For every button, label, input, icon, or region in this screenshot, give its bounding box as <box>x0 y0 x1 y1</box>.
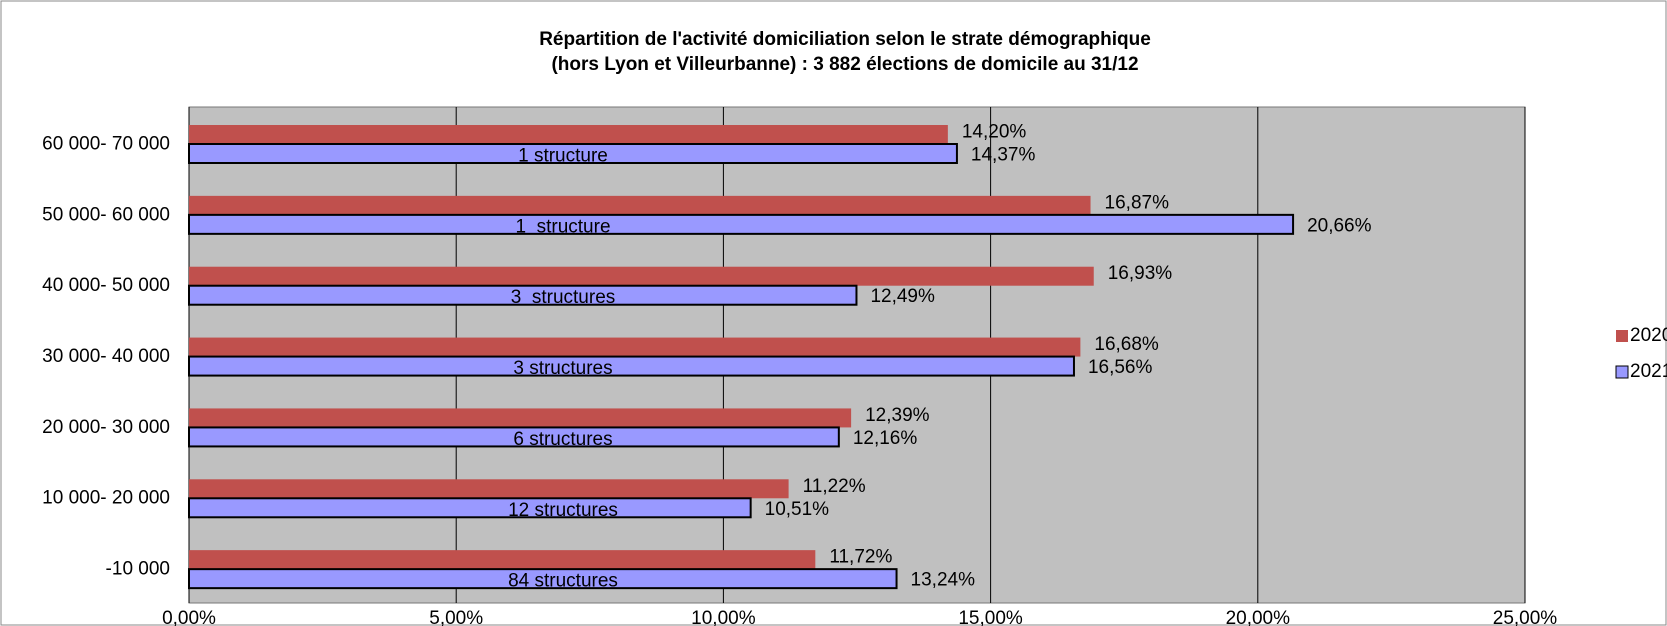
value-label: 12,16% <box>853 428 918 449</box>
legend-swatch <box>1615 365 1629 379</box>
annotation: 3 structures <box>513 358 612 379</box>
bar <box>189 266 1094 286</box>
bar <box>188 213 1295 235</box>
x-tick-label: 15,00% <box>958 608 1023 626</box>
y-tick-label: 50 000- 60 000 <box>42 204 170 225</box>
value-label: 16,56% <box>1088 357 1153 378</box>
value-label: 20,66% <box>1307 215 1372 236</box>
y-tick-label: -10 000 <box>106 559 170 580</box>
annotation: 3 structures <box>511 287 616 308</box>
annotation: 1 structure <box>518 146 608 167</box>
y-tick-label: 20 000- 30 000 <box>42 417 170 438</box>
bar <box>188 568 898 590</box>
x-tick-label: 25,00% <box>1493 608 1558 626</box>
legend-label: 2020 <box>1630 325 1667 346</box>
bar <box>189 479 789 499</box>
x-tick-label: 5,00% <box>429 608 483 626</box>
bar <box>188 426 840 448</box>
value-label: 12,39% <box>865 405 930 426</box>
annotation: 84 structures <box>508 571 618 592</box>
chart-title: Répartition de l'activité domiciliation … <box>539 29 1151 50</box>
annotation: 1 structure <box>515 216 610 237</box>
value-label: 13,24% <box>911 570 976 591</box>
bar <box>189 550 816 570</box>
y-tick-label: 60 000- 70 000 <box>42 133 170 154</box>
x-tick-label: 20,00% <box>1226 608 1291 626</box>
legend-swatch <box>1616 330 1628 342</box>
bar <box>188 497 752 519</box>
value-label: 11,72% <box>829 547 892 568</box>
value-label: 11,22% <box>803 476 866 497</box>
bar <box>189 195 1091 215</box>
bar <box>188 355 1075 377</box>
legend-label: 2021 <box>1630 361 1667 382</box>
annotation: 12 structures <box>508 500 618 521</box>
bar <box>189 408 852 428</box>
y-tick-label: 10 000- 20 000 <box>42 488 170 509</box>
x-tick-label: 10,00% <box>691 608 756 626</box>
value-label: 16,68% <box>1094 334 1159 355</box>
value-label: 16,87% <box>1105 192 1170 213</box>
chart-title: (hors Lyon et Villeurbanne) : 3 882 élec… <box>551 54 1138 75</box>
value-label: 16,93% <box>1108 263 1173 284</box>
y-tick-label: 40 000- 50 000 <box>42 275 170 296</box>
x-tick-label: 0,00% <box>162 608 216 626</box>
value-label: 12,49% <box>870 286 935 307</box>
value-label: 14,20% <box>962 122 1027 143</box>
value-label: 10,51% <box>765 499 830 520</box>
bar <box>189 337 1081 357</box>
value-label: 14,37% <box>971 145 1036 166</box>
y-tick-label: 30 000- 40 000 <box>42 346 170 367</box>
bar <box>188 143 958 164</box>
bar <box>188 284 858 306</box>
annotation: 6 structures <box>513 429 612 450</box>
bar <box>189 125 948 144</box>
